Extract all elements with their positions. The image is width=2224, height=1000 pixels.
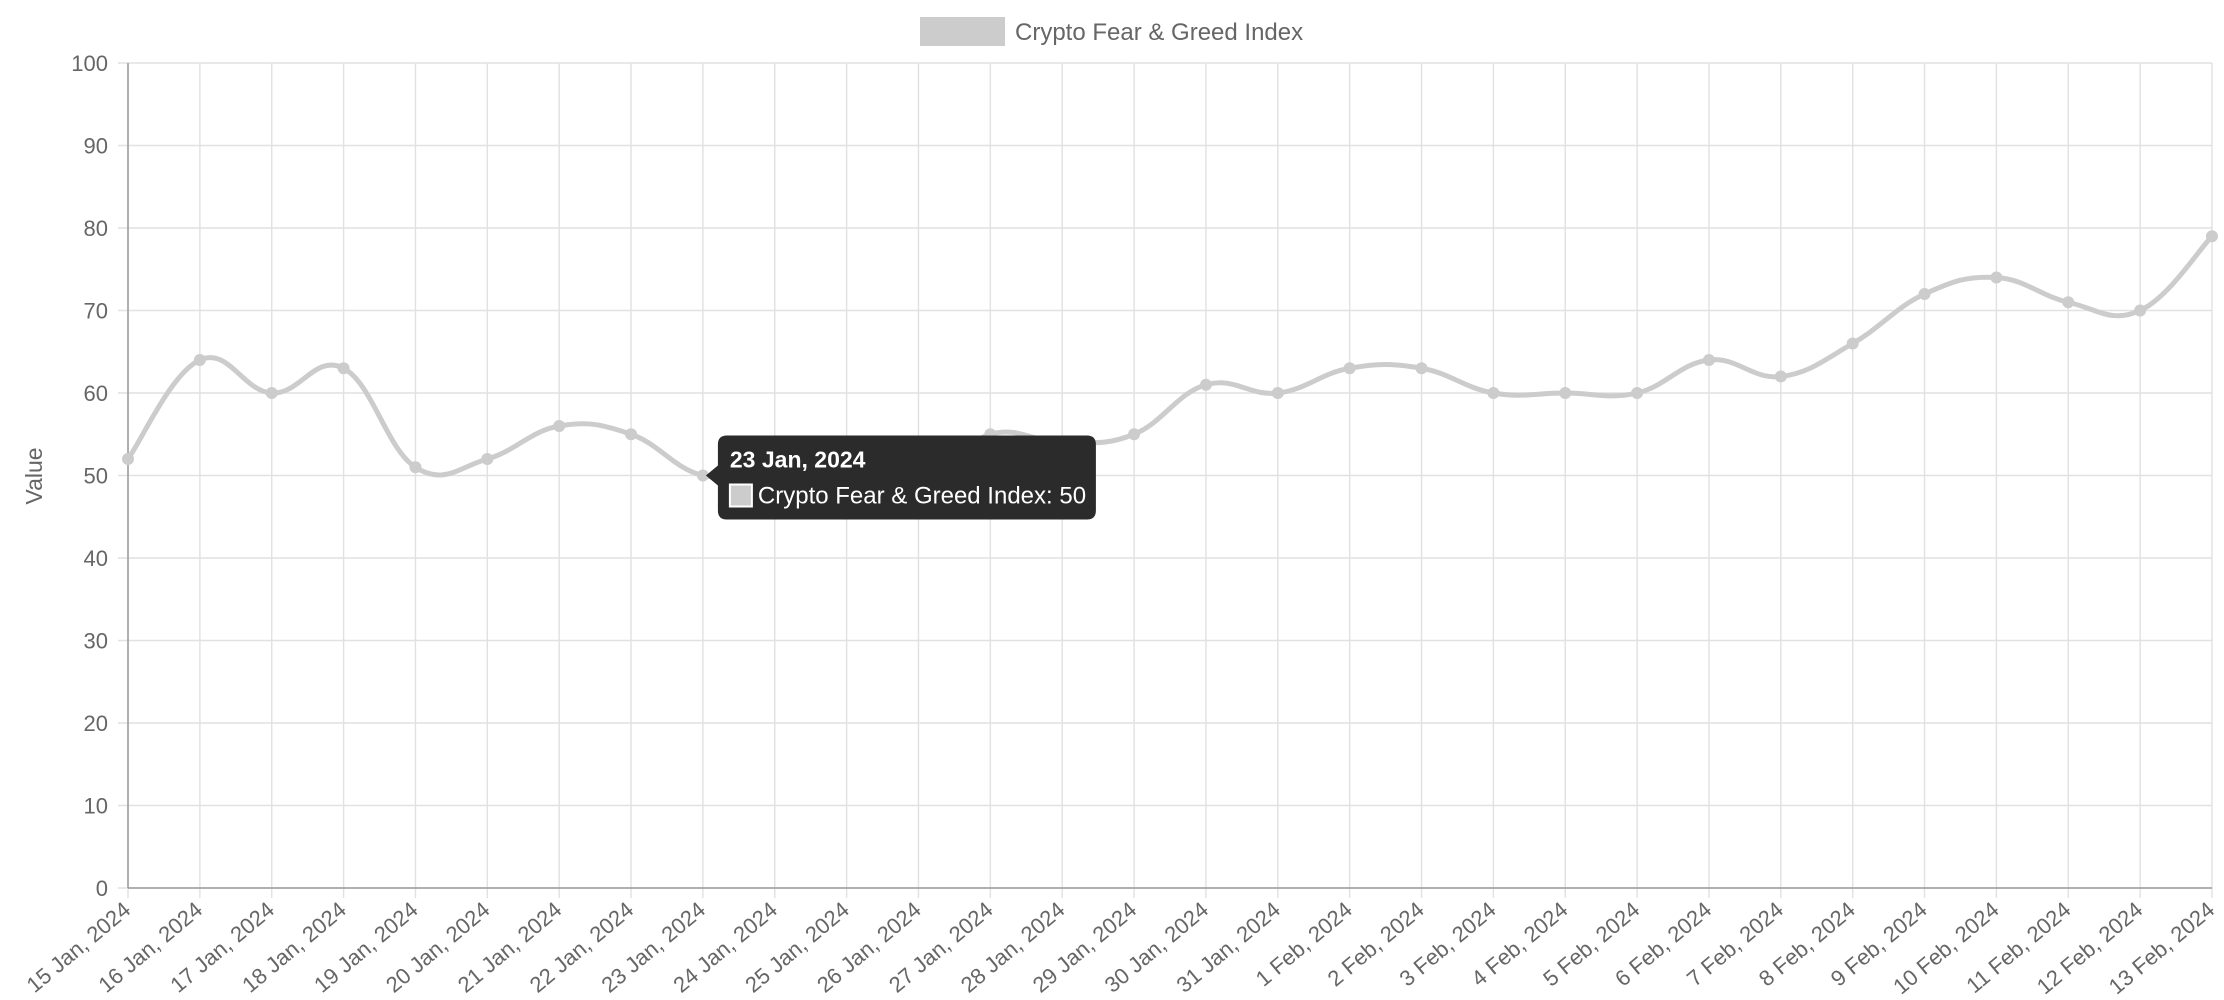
y-tick-label: 90 [84,134,108,159]
data-point[interactable] [1128,428,1141,441]
tooltip-body: Crypto Fear & Greed Index: 50 [758,483,1086,510]
data-point[interactable] [265,387,278,399]
data-point[interactable] [1774,370,1787,383]
y-tick-label: 0 [96,876,108,901]
data-point[interactable] [696,469,709,482]
legend-label: Crypto Fear & Greed Index [1015,19,1303,46]
data-point[interactable] [625,428,638,441]
data-point[interactable] [1631,387,1644,399]
y-tick-label: 60 [84,381,108,406]
data-point[interactable] [553,420,566,432]
y-tick-label: 30 [84,629,108,654]
data-point[interactable] [1918,288,1931,300]
tooltip-swatch [730,485,751,506]
data-point[interactable] [1199,378,1212,391]
y-tick-labels: 0 10 20 30 40 50 60 70 80 90 100 [71,51,108,901]
data-point[interactable] [193,354,206,366]
data-point[interactable] [1271,387,1284,399]
data-point[interactable] [2134,304,2147,317]
data-point[interactable] [1559,387,1572,399]
tooltip-title: 23 Jan, 2024 [730,447,866,473]
data-point[interactable] [1846,337,1859,350]
data-point[interactable] [337,362,350,375]
y-tick-label: 50 [84,464,108,489]
y-tick-label: 80 [84,216,108,241]
data-point[interactable] [2062,296,2075,309]
data-point[interactable] [409,461,422,474]
data-point[interactable] [1702,354,1715,366]
series-line [125,233,2215,488]
y-tick-label: 40 [84,546,108,571]
data-point[interactable] [122,453,134,465]
y-tick-label: 10 [84,794,108,819]
y-tick-label: 100 [71,51,108,76]
y-tick-label: 20 [84,711,108,736]
y-gridlines [118,62,2212,889]
tooltip: 23 Jan, 2024 Crypto Fear & Greed Index: … [705,435,1096,520]
legend[interactable]: Crypto Fear & Greed Index [920,17,1303,46]
y-tick-label: 70 [84,299,108,324]
y-axis-title: Value [21,447,47,504]
series-points[interactable] [122,230,2218,490]
legend-swatch [920,17,1005,46]
tooltip-box [705,435,1096,520]
data-point[interactable] [1415,362,1428,375]
data-point[interactable] [2206,230,2218,243]
x-gridlines [127,63,2213,898]
data-point[interactable] [481,453,494,465]
data-point[interactable] [1343,362,1356,375]
data-point[interactable] [1487,387,1500,399]
data-point[interactable] [1990,271,2003,284]
